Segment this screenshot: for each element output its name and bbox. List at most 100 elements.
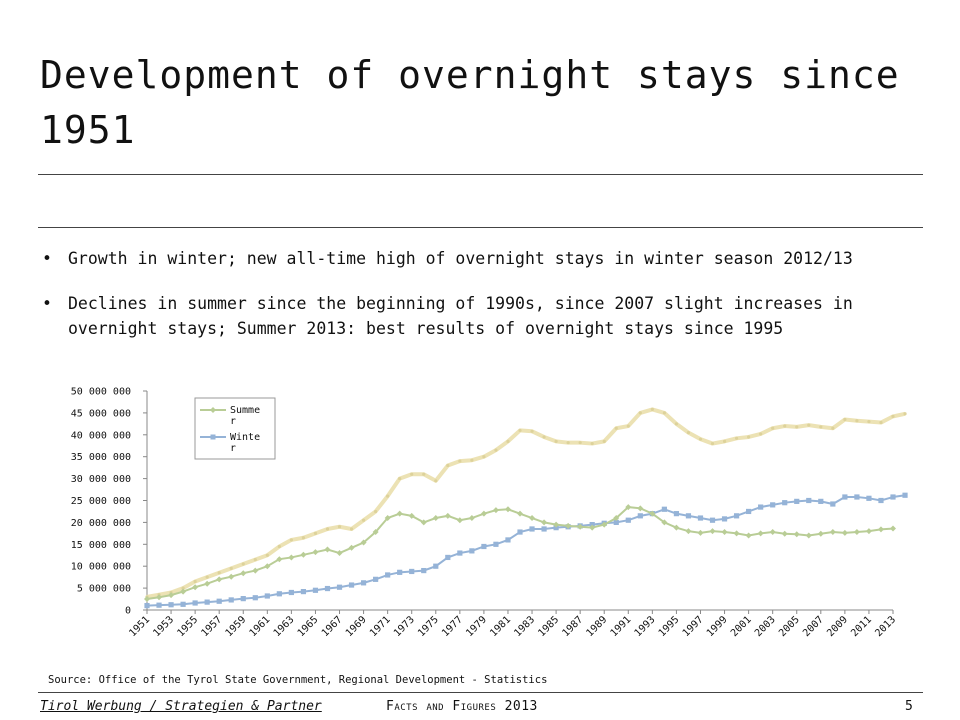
summer-area-point [193, 579, 197, 584]
winter-point [348, 582, 355, 588]
winter-point [721, 516, 728, 522]
summer-area-point [313, 531, 318, 535]
summer-point [288, 554, 295, 561]
winter-point [300, 589, 307, 595]
x-tick-label: 1953 [151, 614, 176, 639]
bullet-item: • Growth in winter; new all-time high of … [40, 246, 920, 271]
winter-point [529, 526, 535, 532]
x-tick-label: 2009 [825, 614, 850, 639]
bullet-text: Growth in winter; new all-time high of o… [68, 249, 853, 268]
summer-area-point [879, 420, 883, 425]
summer-area-point [217, 571, 221, 575]
summer-area-point [614, 426, 618, 430]
summer-area-point [386, 494, 390, 498]
summer-point [589, 524, 596, 531]
winter-point [890, 494, 896, 500]
bullet-list: • Growth in winter; new all-time high of … [40, 246, 920, 361]
summer-point [625, 504, 632, 511]
y-tick-label: 35 000 000 [71, 452, 131, 463]
summer-point [541, 519, 548, 526]
x-tick-label: 2013 [873, 614, 898, 639]
winter-point [180, 601, 186, 607]
summer-area-point [205, 575, 209, 579]
summer-point [168, 592, 175, 599]
summer-area-point [566, 441, 570, 445]
summer-point [456, 517, 463, 524]
summer-series [144, 504, 896, 603]
winter-point [421, 567, 427, 574]
summer-point [468, 515, 475, 522]
summer-point [444, 512, 451, 519]
legend-label: Summe r [230, 405, 260, 427]
summer-area-point [337, 525, 342, 529]
summer-area-point [771, 426, 775, 430]
winter-point [806, 497, 812, 504]
summer-point [853, 529, 860, 536]
summer-area-point [229, 566, 233, 570]
summer-area-point [638, 411, 642, 415]
summer-line [146, 506, 894, 601]
winter-point [613, 519, 619, 525]
winter-point [878, 497, 884, 504]
bullet-icon: • [42, 294, 52, 313]
overnight-stays-chart: 0 5 000 000 10 000 000 15 000 000 20 000 000… [71, 387, 908, 639]
winter-point [445, 554, 451, 561]
legend-box [194, 397, 276, 460]
x-tick-label: 2003 [753, 614, 778, 639]
summer-area-point [265, 553, 269, 557]
summer-area-point [241, 562, 245, 566]
y-tick-label: 25 000 000 [71, 496, 131, 507]
winter-point [204, 599, 210, 605]
x-tick-label: 1955 [175, 614, 200, 639]
summer-point [348, 544, 355, 551]
summer-area-point [891, 414, 895, 419]
summer-point [504, 506, 511, 513]
summer-point [890, 525, 896, 532]
y-tick-label: 10 000 000 [71, 562, 131, 573]
winter-point [216, 598, 222, 604]
summer-point [156, 594, 163, 601]
x-tick-label: 1959 [224, 614, 249, 639]
winter-point [457, 550, 463, 556]
winter-point [240, 596, 246, 602]
slide-title: Development of overnight stays since 195… [40, 53, 900, 152]
summer-area-point [819, 425, 823, 429]
summer-point [324, 546, 331, 553]
winter-point [553, 525, 559, 531]
summer-area-point [650, 407, 654, 411]
winter-point [697, 515, 704, 521]
summer-point [817, 530, 824, 537]
y-tick-label: 5 000 000 [77, 584, 131, 595]
summer-area-point [662, 411, 666, 415]
summer-point [240, 570, 247, 577]
summer-area-point [698, 437, 703, 441]
x-tick-label: 1987 [560, 614, 585, 639]
summer-point [492, 507, 499, 514]
summer-area-point [759, 432, 763, 436]
chart-legend: Summe r Winte r [194, 397, 276, 460]
winter-point [228, 597, 234, 603]
summer-point [637, 505, 644, 512]
summer-point [673, 524, 680, 531]
winter-point [746, 508, 752, 515]
winter-point [866, 495, 872, 501]
summer-area-point [867, 420, 871, 424]
x-tick-label: 1979 [464, 614, 489, 639]
winter-point [541, 526, 547, 532]
summer-point [228, 573, 235, 580]
y-tick-label: 20 000 000 [71, 518, 131, 529]
summer-point [180, 588, 187, 595]
winter-point [661, 506, 667, 512]
winter-point [481, 543, 487, 550]
summer-area-point [831, 426, 835, 430]
legend-label: Winte r [230, 432, 260, 454]
summer-area-point [374, 509, 378, 514]
x-tick-label: 1981 [488, 614, 513, 639]
x-tick-label: 1973 [392, 614, 417, 639]
winter-point [589, 521, 595, 528]
summer-point [264, 563, 271, 570]
winter-point [252, 595, 258, 601]
summer-point [480, 510, 487, 517]
summer-point [757, 530, 764, 537]
footer-company: Tirol Werbung / Strategien & Partner [40, 699, 322, 714]
